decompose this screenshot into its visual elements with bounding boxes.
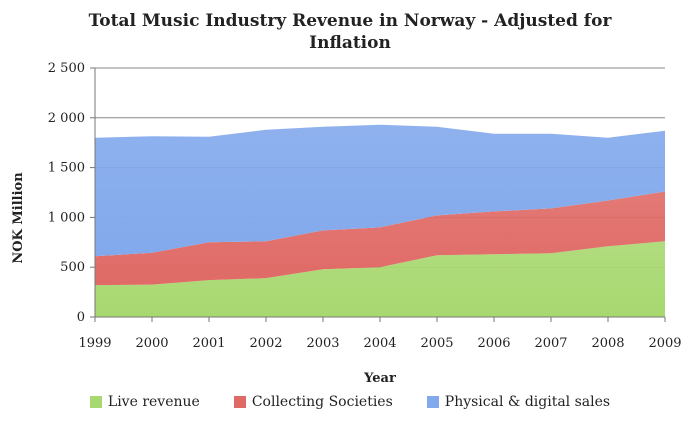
legend-entry: Physical & digital sales bbox=[426, 394, 611, 410]
x-tick-label: 2001 bbox=[192, 336, 225, 351]
x-tick-label: 2008 bbox=[591, 336, 624, 351]
x-tick-label: 2002 bbox=[249, 336, 282, 351]
x-tick-label: 2003 bbox=[306, 336, 339, 351]
y-tick-label: 1 500 bbox=[48, 161, 85, 176]
y-axis-title: NOK Million bbox=[11, 172, 26, 264]
x-axis-title: Year bbox=[363, 371, 396, 386]
legend: Live revenue Collecting Societies Physical… bbox=[0, 394, 700, 410]
legend-label: Collecting Societies bbox=[251, 394, 393, 410]
y-tick-label: 2 500 bbox=[48, 61, 85, 76]
x-tick-label: 2007 bbox=[534, 336, 567, 351]
legend-label: Physical & digital sales bbox=[444, 394, 611, 410]
x-tick-label: 2004 bbox=[363, 336, 396, 351]
x-tick-label: 2009 bbox=[648, 336, 681, 351]
axes: 0 500 1 000 1 500 2 000 2 500 1999 2000 2001 2002… bbox=[48, 61, 682, 351]
legend-entry: Live revenue bbox=[89, 394, 200, 410]
y-tick-label: 500 bbox=[60, 260, 85, 275]
legend-swatch bbox=[89, 396, 102, 408]
area-series-physical-digital-sales bbox=[95, 124, 665, 257]
legend-entry: Collecting Societies bbox=[233, 394, 393, 410]
x-tick-label: 2000 bbox=[135, 336, 168, 351]
x-tick-label: 2005 bbox=[420, 336, 453, 351]
legend-swatch bbox=[233, 396, 246, 408]
y-tick-label: 1 000 bbox=[48, 210, 85, 225]
area-series-live-revenue bbox=[95, 241, 665, 317]
chart-title: Total Music Industry Revenue in Norway -… bbox=[88, 11, 612, 53]
legend-label: Live revenue bbox=[107, 394, 200, 410]
y-tick-label: 2 000 bbox=[48, 111, 85, 126]
y-tick-label: 0 bbox=[77, 310, 85, 325]
area-series bbox=[95, 124, 665, 317]
x-tick-label: 1999 bbox=[78, 336, 111, 351]
x-tick-label: 2006 bbox=[477, 336, 510, 351]
legend-swatch bbox=[426, 396, 439, 408]
area-series-collecting-societies bbox=[95, 191, 665, 286]
